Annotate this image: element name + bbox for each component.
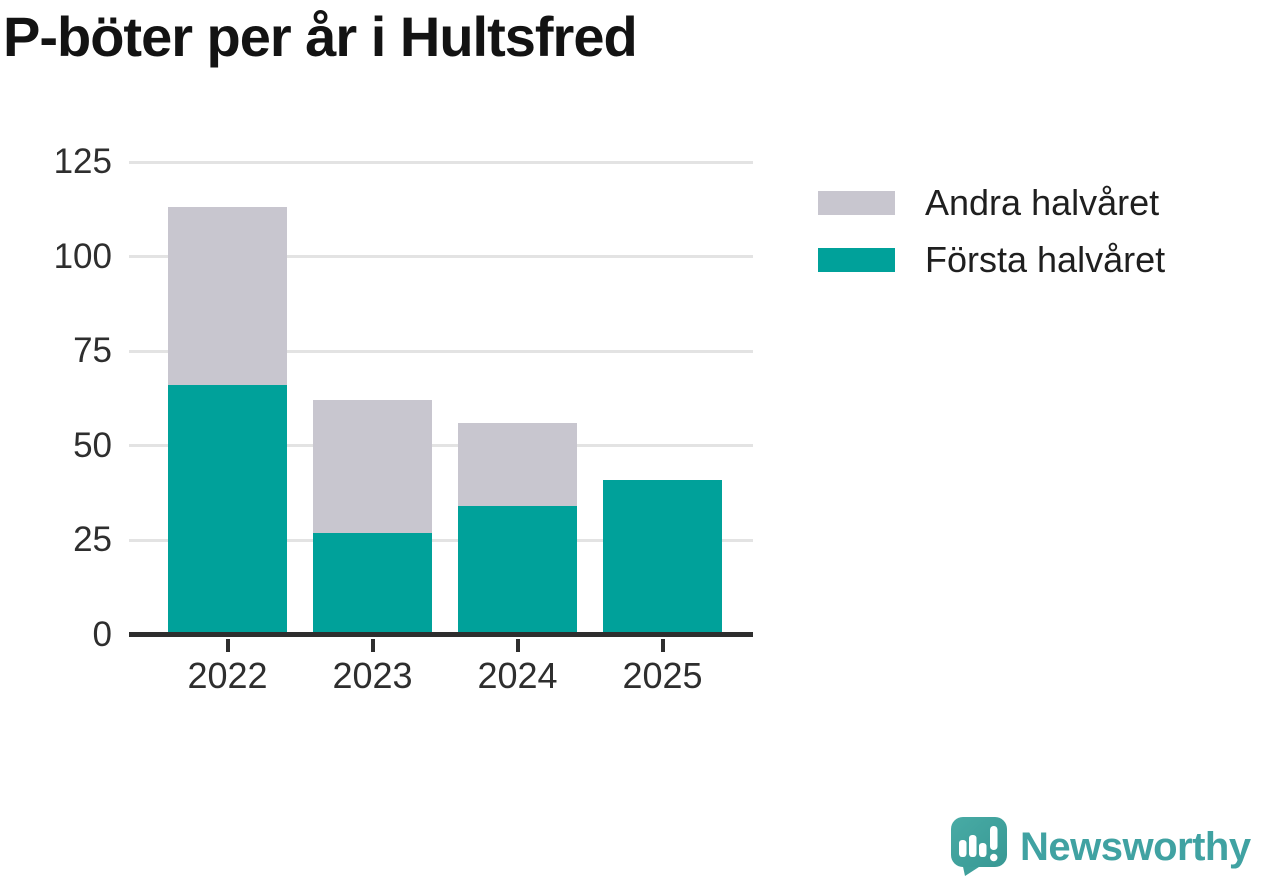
bar-segment — [313, 532, 432, 635]
gridline-75 — [129, 349, 753, 353]
logo-exclamation-bar — [990, 826, 998, 850]
y-tick-label: 0 — [92, 615, 112, 654]
bar-segment — [458, 506, 577, 635]
bar-segment — [313, 400, 432, 533]
gridline-100 — [129, 255, 753, 259]
bar-segment — [458, 423, 577, 507]
plot-area — [129, 160, 753, 652]
x-axis-line — [129, 632, 753, 637]
bar-segment — [603, 479, 722, 635]
newsworthy-logo-icon — [951, 817, 1007, 876]
x-tick-label: 2023 — [332, 655, 413, 696]
y-tick-label: 125 — [53, 142, 112, 181]
y-axis-labels: 0 25 50 75 100 125 — [0, 142, 112, 654]
legend-item: Första halvåret — [818, 241, 1165, 279]
legend-swatch — [818, 248, 895, 272]
legend-item: Andra halvåret — [818, 184, 1165, 222]
x-axis-labels: 2022 2023 2024 2025 — [134, 655, 753, 703]
legend: Andra halvåret Första halvåret — [818, 184, 1165, 279]
bar-2023 — [313, 400, 432, 635]
y-tick-label: 100 — [53, 236, 112, 276]
logo-bar-2 — [969, 835, 977, 857]
x-axis-tick — [370, 639, 375, 652]
chart-title: P-böter per år i Hultsfred — [3, 5, 638, 68]
bar-2025 — [603, 479, 722, 635]
gridline-50 — [129, 444, 753, 448]
brand-name: Newsworthy — [1020, 824, 1251, 869]
logo-bar-3 — [979, 843, 987, 857]
logo-exclamation-dot — [990, 853, 998, 862]
brand-logo: Newsworthy — [950, 816, 1251, 877]
x-axis-tick — [225, 639, 230, 652]
x-axis-tick — [660, 639, 665, 652]
y-tick-label: 25 — [73, 520, 112, 560]
gridline-125 — [129, 160, 753, 164]
x-tick-label: 2022 — [187, 655, 268, 696]
x-tick-label: 2024 — [477, 655, 558, 696]
x-tick-label: 2025 — [622, 655, 703, 696]
x-axis-tick — [515, 639, 520, 652]
y-tick-label: 75 — [73, 331, 112, 371]
gridline-25 — [129, 538, 753, 542]
bar-segment — [168, 207, 287, 386]
bar-2022 — [168, 207, 287, 635]
bar-segment — [168, 385, 287, 635]
legend-swatch — [818, 191, 895, 215]
bar-2024 — [458, 423, 577, 635]
legend-label: Andra halvåret — [925, 182, 1160, 223]
y-tick-label: 50 — [73, 425, 112, 465]
legend-label: Första halvåret — [925, 239, 1166, 280]
logo-bar-1 — [959, 840, 967, 857]
